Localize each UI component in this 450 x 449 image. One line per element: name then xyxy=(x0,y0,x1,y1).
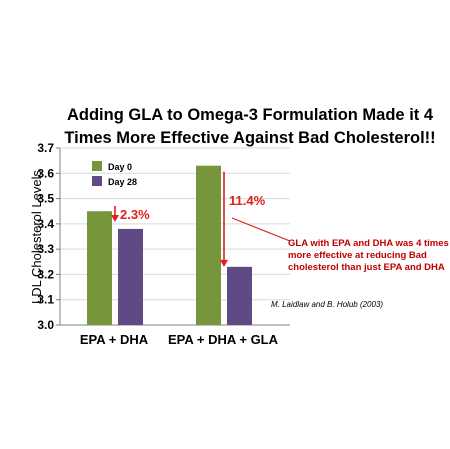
citation: M. Laidlaw and B. Holub (2003) xyxy=(271,300,383,309)
y-tick-label: 3.0 xyxy=(37,318,54,332)
x-tick-label-1: EPA + DHA + GLA xyxy=(168,332,279,347)
note-line-1: GLA with EPA and DHA was 4 times xyxy=(288,238,449,249)
chart-title-line-2: Times More Effective Against Bad Cholest… xyxy=(64,129,435,147)
change-arrow-0-head xyxy=(111,215,119,222)
change-arrow-1-head xyxy=(220,259,228,267)
y-tick-label: 3.5 xyxy=(37,192,54,206)
bar-day-0-1 xyxy=(196,165,221,325)
bar-day-0-0 xyxy=(87,211,112,325)
note-line-3: cholesterol than just EPA and DHA xyxy=(288,262,445,273)
y-tick-label: 3.6 xyxy=(37,166,54,180)
note-line-2: more effective at reducing Bad xyxy=(288,250,427,261)
change-label-0: 2.3% xyxy=(120,207,150,222)
legend-swatch xyxy=(92,161,102,171)
y-axis: 3.0 3.1 3.2 3.3 3.4 3.5 3.6 3.7 xyxy=(37,141,290,332)
y-axis-label: LDL Cholesterol Levels xyxy=(29,170,44,304)
x-tick-label-0: EPA + DHA xyxy=(80,332,149,347)
bar-day-28-1 xyxy=(227,266,252,325)
chart-title-line-1: Adding GLA to Omega-3 Formulation Made i… xyxy=(67,106,434,124)
y-tick-label: 3.4 xyxy=(37,217,54,231)
annotations: 2.3% 11.4% xyxy=(111,171,291,267)
legend-label: Day 0 xyxy=(108,162,132,172)
y-tick-label: 3.1 xyxy=(37,293,54,307)
bar-day-28-0 xyxy=(118,228,143,325)
y-tick-label: 3.2 xyxy=(37,267,54,281)
note-pointer-line xyxy=(231,217,291,242)
legend-label: Day 28 xyxy=(108,177,137,187)
change-label-1: 11.4% xyxy=(229,193,266,208)
bars xyxy=(87,165,252,325)
legend-swatch xyxy=(92,176,102,186)
y-tick-label: 3.3 xyxy=(37,242,54,256)
legend: Day 0 Day 28 xyxy=(92,161,137,187)
y-tick-label: 3.7 xyxy=(37,141,54,155)
